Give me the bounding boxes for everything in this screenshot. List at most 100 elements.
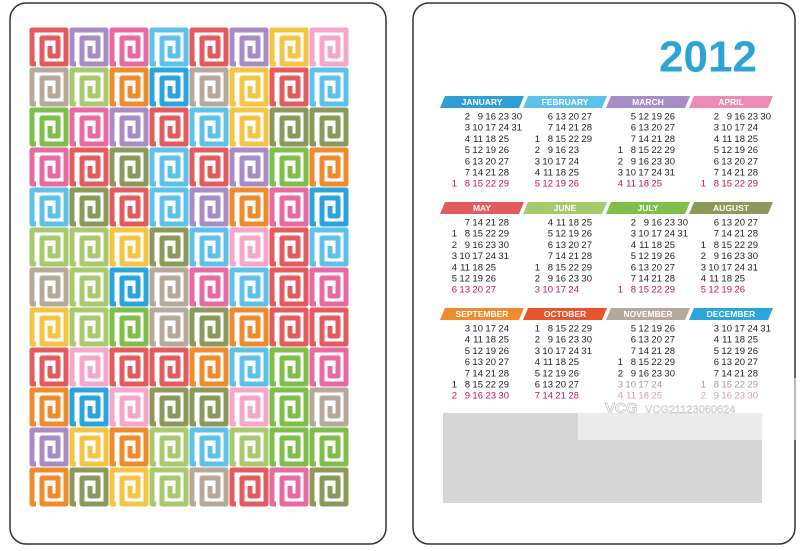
day-number: 19 (555, 179, 566, 190)
watermark-logo: VCG (605, 400, 638, 417)
day-number: 2 (452, 391, 457, 402)
day-number: 5 (701, 285, 706, 296)
day-number: 5 (548, 229, 553, 240)
day-number: 29 (664, 285, 675, 296)
spiral (29, 307, 69, 347)
day-number: 29 (664, 357, 675, 368)
day-number: 8 (631, 285, 636, 296)
day-number: 28 (664, 346, 675, 357)
spiral (29, 267, 69, 307)
day-number: 17 (555, 156, 566, 167)
day-number: 31 (747, 262, 758, 273)
spiral (29, 427, 69, 467)
day-number: 8 (548, 262, 553, 273)
day-number: 6 (548, 112, 553, 123)
day-number: 4 (535, 168, 540, 179)
day-number: 17 (638, 168, 649, 179)
spiral-pattern (29, 27, 349, 507)
day-number: 12 (721, 145, 732, 156)
day-number: 21 (485, 168, 496, 179)
day-number: 19 (485, 346, 496, 357)
month-tab (689, 96, 773, 108)
day-number: 28 (664, 274, 675, 285)
spiral (269, 187, 309, 227)
day-number: 11 (473, 335, 483, 346)
day-number: 19 (568, 229, 579, 240)
spiral (29, 347, 69, 387)
day-number: 6 (714, 357, 719, 368)
day-number: 20 (651, 335, 662, 346)
day-number: 3 (535, 285, 540, 296)
month-tab (689, 202, 773, 214)
day-number: 21 (568, 251, 579, 262)
day-number: 12 (638, 324, 649, 335)
spiral (189, 27, 229, 67)
day-number: 2 (535, 145, 540, 156)
day-number: 28 (568, 391, 579, 402)
day-number: 30 (747, 251, 758, 262)
day-number: 12 (459, 274, 470, 285)
spiral (149, 147, 189, 187)
day-number: 19 (555, 368, 566, 379)
day-number: 29 (581, 324, 592, 335)
day-number: 24 (747, 324, 758, 335)
day-number: 31 (498, 251, 509, 262)
day-number: 26 (498, 145, 509, 156)
month-name: OCTOBER (544, 309, 586, 319)
day-number: 12 (638, 112, 649, 123)
day-number: 3 (701, 262, 706, 273)
day-number: 11 (543, 168, 553, 179)
day-number: 11 (626, 179, 636, 190)
spiral (109, 387, 149, 427)
day-number: 2 (631, 218, 636, 229)
day-number: 14 (555, 251, 566, 262)
spiral (29, 187, 69, 227)
spiral (69, 467, 109, 507)
day-number: 2 (618, 368, 623, 379)
month-name: AUGUST (713, 203, 750, 213)
day-number: 10 (542, 156, 553, 167)
day-number: 27 (581, 240, 592, 251)
day-number: 28 (747, 229, 758, 240)
day-number: 8 (714, 240, 719, 251)
spiral (269, 307, 309, 347)
day-number: 14 (721, 368, 732, 379)
spiral (269, 227, 309, 267)
day-number: 14 (472, 368, 483, 379)
day-number: 28 (747, 368, 758, 379)
day-number: 20 (568, 112, 579, 123)
spiral (69, 347, 109, 387)
day-number: 7 (465, 368, 470, 379)
year: 2012 (659, 33, 757, 82)
day-number: 21 (651, 274, 662, 285)
day-number: 6 (631, 262, 636, 273)
spiral (109, 107, 149, 147)
day-number: 10 (708, 262, 719, 273)
day-number: 18 (485, 335, 496, 346)
day-number: 2 (701, 251, 706, 262)
spiral (229, 27, 269, 67)
spiral (29, 27, 69, 67)
day-number: 1 (535, 262, 540, 273)
spiral (109, 147, 149, 187)
spiral (229, 227, 269, 267)
spiral (309, 27, 349, 67)
spiral (229, 187, 269, 227)
day-number: 2 (535, 335, 540, 346)
day-number: 8 (465, 179, 470, 190)
day-number: 25 (651, 179, 662, 190)
spiral (69, 427, 109, 467)
day-number: 23 (485, 391, 496, 402)
day-number: 24 (485, 251, 496, 262)
day-number: 9 (478, 112, 483, 123)
day-number: 29 (498, 179, 509, 190)
spiral (69, 67, 109, 107)
day-number: 14 (721, 229, 732, 240)
spiral (229, 107, 269, 147)
day-number: 27 (581, 112, 592, 123)
day-number: 31 (511, 123, 522, 134)
day-number: 23 (568, 335, 579, 346)
